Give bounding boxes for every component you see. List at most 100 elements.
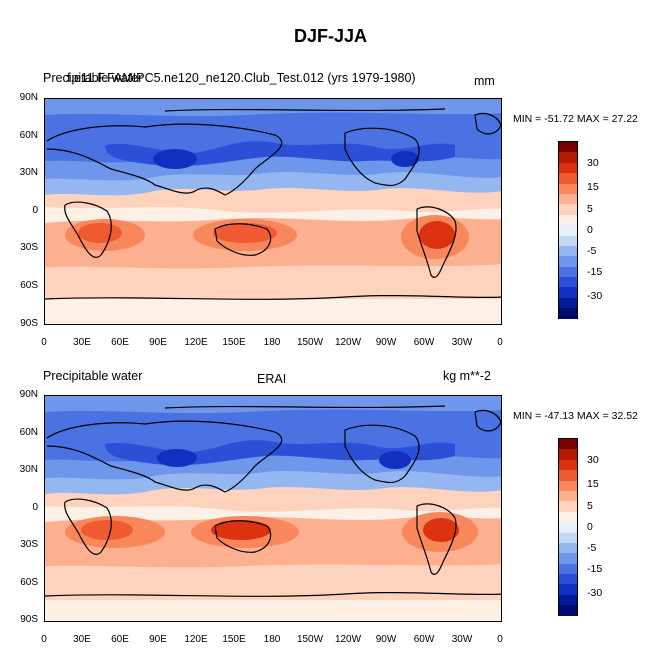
panel1-lat-tick: 30S: [20, 242, 38, 253]
colorbar-swatch: [559, 225, 577, 236]
panel2-minmax: MIN = -47.13 MAX = 32.52: [513, 410, 638, 422]
colorbar-swatch: [559, 480, 577, 491]
panel2-lon-tick: 90W: [375, 634, 397, 645]
panel1-colorbar: [558, 141, 578, 319]
panel1-colorbar-label: 5: [587, 203, 593, 215]
colorbar-swatch: [559, 152, 577, 163]
panel1-lat-tick: 30N: [19, 167, 38, 178]
panel1-lat-tick: 60N: [19, 130, 38, 141]
colorbar-swatch: [559, 266, 577, 278]
panel1-lon-tick: 120E: [184, 337, 208, 348]
colorbar-swatch: [559, 542, 577, 554]
panel2-left-label: Precipitable water: [43, 369, 143, 383]
colorbar-swatch: [559, 297, 577, 309]
panel2-colorbar-label: 5: [587, 500, 593, 512]
panel2-lon-tick: 30E: [73, 634, 91, 645]
panel1-lon-tick: 30E: [73, 337, 91, 348]
colorbar-swatch: [559, 511, 577, 523]
panel1-lon-tick: 60E: [111, 337, 129, 348]
colorbar-swatch: [559, 574, 577, 585]
panel1-lat-tick: 60S: [20, 280, 38, 291]
panel2-map: [44, 395, 502, 622]
colorbar-swatch: [559, 162, 577, 174]
panel2-lon-tick: 120W: [334, 634, 362, 645]
panel1-center-label: f.e11.F.FAMIPC5.ne120_ne120.Club_Test.01…: [67, 71, 416, 85]
colorbar-swatch: [559, 142, 577, 153]
panel2-lon-tick: 150E: [222, 634, 246, 645]
panel2-lon-tick: 90E: [149, 634, 167, 645]
panel1-field: [45, 99, 501, 324]
panel2-colorbar-label: -30: [587, 587, 603, 599]
panel1-lon-tick: 60W: [413, 337, 435, 348]
panel1-lon-tick: 30W: [451, 337, 473, 348]
panel1-colorbar-label: -15: [587, 266, 603, 278]
panel1-lon-tick: 90E: [149, 337, 167, 348]
colorbar-swatch: [559, 287, 577, 298]
panel2-lat-tick: 90S: [20, 614, 38, 625]
panel1-lon-tick: 180: [263, 337, 281, 348]
colorbar-swatch: [559, 173, 577, 184]
colorbar-swatch: [559, 235, 577, 246]
panel1-minmax: MIN = -51.72 MAX = 27.22: [513, 113, 638, 125]
colorbar-swatch: [559, 193, 577, 205]
panel2-lat-tick: 30S: [20, 539, 38, 550]
colorbar-swatch: [559, 183, 577, 194]
panel1-colorbar-label: -30: [587, 290, 603, 302]
panel2-lon-tick: 0: [41, 634, 47, 645]
colorbar-swatch: [559, 605, 577, 616]
panel2-lat-tick: 0: [32, 502, 38, 513]
panel1-colorbar-label: 30: [587, 157, 599, 169]
panel2-colorbar-label: -15: [587, 563, 603, 575]
panel1-lon-tick: 0: [497, 337, 503, 348]
panel1-lon-tick: 150E: [222, 337, 246, 348]
panel2-colorbar: [558, 438, 578, 616]
panel2-colorbar-label: 30: [587, 454, 599, 466]
panel1-map: [44, 98, 502, 325]
panel2-lat-tick: 30N: [19, 464, 38, 475]
panel2-lon-tick: 180: [263, 634, 281, 645]
panel2-lon-tick: 0: [497, 634, 503, 645]
panel1-lon-tick: 150W: [296, 337, 324, 348]
panel1-lon-tick: 120W: [334, 337, 362, 348]
panel1-colorbar-label: 0: [587, 224, 593, 236]
colorbar-swatch: [559, 470, 577, 481]
panel2-lat-tick: 60S: [20, 577, 38, 588]
colorbar-swatch: [559, 563, 577, 575]
colorbar-swatch: [559, 501, 577, 512]
colorbar-swatch: [559, 594, 577, 606]
figure-title: DJF-JJA: [293, 26, 368, 46]
panel2-lon-tick: 120E: [184, 634, 208, 645]
panel1-lat-tick: 90N: [19, 92, 38, 103]
colorbar-swatch: [559, 277, 577, 288]
panel1-lon-tick: 0: [41, 337, 47, 348]
panel2-lat-tick: 60N: [19, 427, 38, 438]
panel2-units-label: kg m**-2: [443, 369, 491, 383]
panel2-lat-tick: 90N: [19, 389, 38, 400]
panel2-lon-tick: 60W: [413, 634, 435, 645]
colorbar-swatch: [559, 439, 577, 450]
colorbar-swatch: [559, 204, 577, 215]
panel2-lon-tick: 60E: [111, 634, 129, 645]
colorbar-swatch: [559, 245, 577, 257]
panel2-lon-tick: 150W: [296, 634, 324, 645]
panel2-center-label: ERAI: [257, 372, 287, 386]
colorbar-swatch: [559, 449, 577, 460]
panel2-field: [45, 396, 501, 621]
panel2-colorbar-label: 15: [587, 478, 599, 490]
colorbar-swatch: [559, 584, 577, 595]
colorbar-swatch: [559, 522, 577, 533]
panel2-colorbar-label: 0: [587, 521, 593, 533]
panel1-units-label: mm: [474, 74, 495, 88]
panel1-left-label: Precipitable water: [43, 71, 143, 85]
colorbar-swatch: [559, 256, 577, 267]
colorbar-swatch: [559, 459, 577, 471]
colorbar-swatch: [559, 553, 577, 564]
panel2-lon-tick: 30W: [451, 634, 473, 645]
panel1-colorbar-label: -5: [587, 245, 597, 257]
panel2-colorbar-label: -5: [587, 542, 597, 554]
panel1-lat-tick: 90S: [20, 318, 38, 329]
panel1-lon-tick: 90W: [375, 337, 397, 348]
panel1-colorbar-label: 15: [587, 181, 599, 193]
colorbar-swatch: [559, 214, 577, 226]
colorbar-swatch: [559, 532, 577, 543]
